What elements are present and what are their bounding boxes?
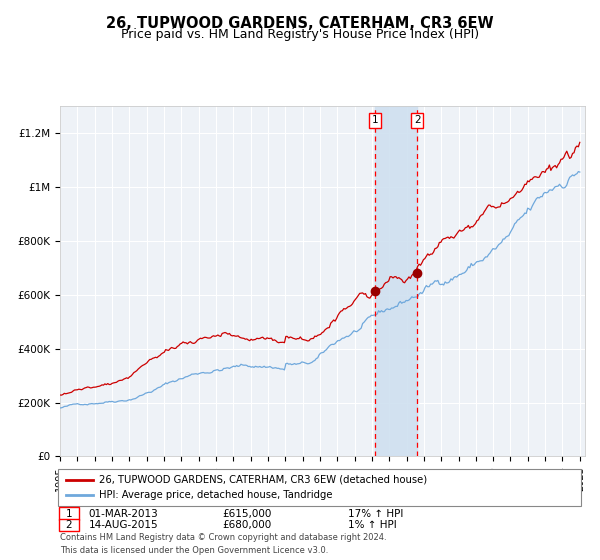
Text: 2: 2 (414, 115, 421, 125)
Text: 1: 1 (65, 508, 73, 519)
Text: £615,000: £615,000 (222, 508, 271, 519)
Bar (375, 106, 417, 456)
Text: 1% ↑ HPI: 1% ↑ HPI (348, 520, 397, 530)
Text: 14-AUG-2015: 14-AUG-2015 (89, 520, 158, 530)
Text: 2: 2 (65, 520, 73, 530)
Text: £680,000: £680,000 (222, 520, 271, 530)
Text: Contains HM Land Registry data © Crown copyright and database right 2024.
This d: Contains HM Land Registry data © Crown c… (60, 533, 386, 554)
Text: Price paid vs. HM Land Registry's House Price Index (HPI): Price paid vs. HM Land Registry's House … (121, 28, 479, 41)
Text: 01-MAR-2013: 01-MAR-2013 (89, 508, 158, 519)
Text: 26, TUPWOOD GARDENS, CATERHAM, CR3 6EW: 26, TUPWOOD GARDENS, CATERHAM, CR3 6EW (106, 16, 494, 31)
Text: 1: 1 (371, 115, 378, 125)
Text: HPI: Average price, detached house, Tandridge: HPI: Average price, detached house, Tand… (99, 489, 332, 500)
Text: 17% ↑ HPI: 17% ↑ HPI (348, 508, 403, 519)
Text: 26, TUPWOOD GARDENS, CATERHAM, CR3 6EW (detached house): 26, TUPWOOD GARDENS, CATERHAM, CR3 6EW (… (99, 475, 427, 485)
